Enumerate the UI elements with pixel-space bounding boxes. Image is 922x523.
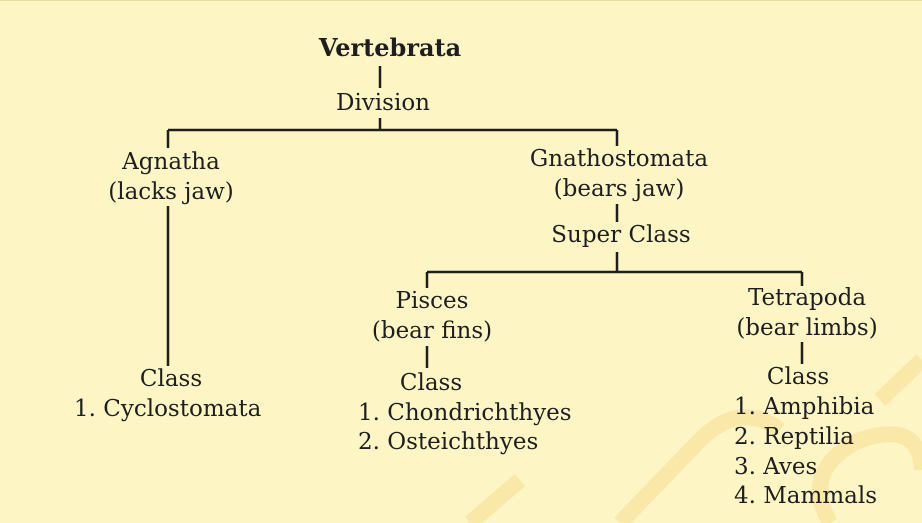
super-class-label: Super Class	[551, 222, 691, 248]
agnatha-name: Agnatha	[122, 149, 220, 175]
tetrapoda-class-item: 3. Aves	[734, 454, 818, 480]
agnatha-class-label: Class	[139, 366, 203, 392]
division-label: Division	[336, 90, 430, 116]
tetrapoda-class-item: 1. Amphibia	[734, 394, 875, 420]
tetrapoda-class-item: 2. Reptilia	[734, 424, 854, 450]
tetrapoda-class-label: Class	[766, 364, 830, 390]
gnathostomata-name: Gnathostomata	[529, 146, 709, 172]
agnatha-note: (lacks jaw)	[108, 179, 234, 205]
agnatha-class-item: 1. Cyclostomata	[74, 396, 262, 422]
tetrapoda-note: (bear limbs)	[736, 315, 878, 341]
pisces-class-label: Class	[399, 370, 463, 396]
tetrapoda-name: Tetrapoda	[747, 285, 867, 311]
pisces-class-item: 1. Chondrichthyes	[358, 400, 572, 426]
tetrapoda-class-item: 4. Mammals	[734, 483, 878, 509]
root-title: Vertebrata	[318, 33, 462, 62]
gnathostomata-note: (bears jaw)	[553, 176, 685, 202]
pisces-note: (bear fins)	[371, 318, 493, 344]
pisces-name: Pisces	[395, 288, 469, 314]
pisces-class-item: 2. Osteichthyes	[358, 429, 539, 455]
